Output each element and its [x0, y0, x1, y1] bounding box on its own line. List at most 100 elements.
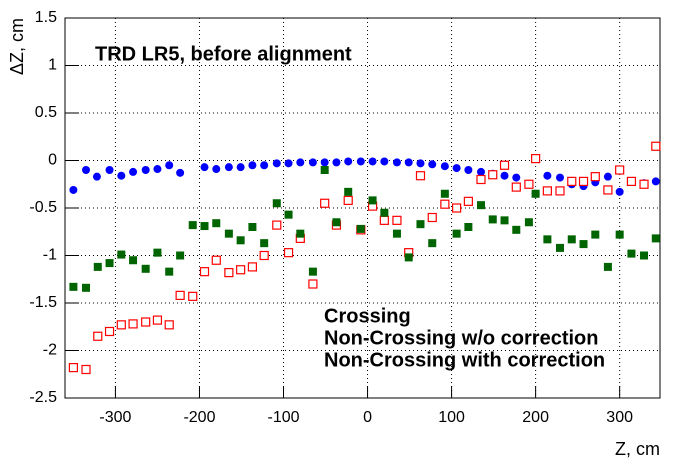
point: [452, 203, 462, 213]
point: [92, 172, 101, 181]
point: [82, 166, 91, 174]
point: [380, 208, 389, 217]
point: [555, 243, 564, 252]
point: [308, 158, 317, 167]
point: [626, 176, 637, 186]
y-tick-label: -2: [43, 342, 57, 359]
point: [452, 229, 461, 238]
point: [500, 171, 509, 180]
point: [651, 141, 661, 151]
point: [603, 185, 613, 195]
point: [415, 171, 426, 181]
point: [272, 159, 281, 168]
point: [141, 264, 150, 273]
point: [212, 165, 221, 174]
point: [567, 235, 576, 244]
point: [141, 166, 150, 174]
y-tick-label: 0: [48, 152, 57, 169]
point: [212, 219, 221, 228]
point: [511, 182, 521, 192]
point: [272, 220, 282, 230]
y-tick-label: -0.5: [29, 199, 57, 216]
point: [627, 249, 636, 258]
x-tick-label: -300: [99, 409, 131, 426]
point: [93, 331, 103, 341]
point: [404, 253, 413, 262]
point: [117, 171, 126, 180]
point: [116, 320, 126, 330]
point: [639, 179, 649, 189]
point: [165, 267, 174, 276]
point: [332, 158, 341, 167]
point: [129, 256, 138, 265]
point: [392, 158, 401, 167]
point: [590, 172, 600, 182]
point: [440, 199, 450, 209]
point: [488, 215, 497, 224]
point: [272, 199, 281, 208]
point: [211, 255, 221, 265]
point: [603, 262, 612, 271]
point: [283, 248, 294, 258]
point: [500, 216, 509, 225]
point: [188, 221, 197, 230]
x-tick-label: 200: [522, 409, 549, 426]
y-axis-label: ΔZ, cm: [7, 18, 27, 75]
point: [69, 185, 78, 194]
point: [93, 262, 102, 271]
point: [153, 165, 162, 174]
point: [464, 223, 473, 231]
point: [200, 222, 209, 231]
point: [578, 176, 589, 186]
point: [200, 163, 209, 172]
point: [320, 166, 329, 174]
point: [476, 167, 485, 176]
point: [615, 230, 624, 239]
point: [615, 165, 625, 175]
point: [236, 265, 246, 275]
x-tick-label: 100: [438, 409, 465, 426]
point: [176, 168, 185, 177]
x-tick-label: -200: [183, 409, 215, 426]
point: [247, 262, 258, 272]
point: [224, 268, 234, 278]
point: [416, 159, 425, 168]
point: [356, 157, 365, 166]
y-tick-label: 1.5: [35, 9, 57, 26]
point: [320, 198, 330, 208]
point: [224, 163, 233, 172]
point: [236, 236, 245, 245]
point: [488, 170, 498, 180]
point: [82, 283, 91, 292]
point: [555, 186, 565, 196]
point: [524, 179, 534, 189]
plot-frame: [64, 17, 661, 399]
point: [543, 235, 552, 244]
x-tick-label: 0: [363, 409, 372, 426]
point: [368, 196, 377, 205]
point: [428, 160, 437, 169]
point: [188, 291, 198, 301]
point: [542, 186, 552, 196]
y-tick-label: -1: [43, 247, 57, 264]
point: [284, 210, 293, 219]
point: [260, 161, 269, 170]
legend-entry: Non-Crossing with correction: [324, 349, 605, 371]
point: [68, 363, 79, 373]
y-tick-label: 0.5: [35, 104, 57, 121]
point: [579, 240, 588, 249]
point: [416, 220, 425, 229]
point: [640, 251, 649, 260]
point: [308, 267, 317, 276]
point: [105, 166, 114, 174]
point: [129, 167, 138, 176]
point: [651, 177, 660, 186]
point: [320, 158, 329, 167]
point: [531, 189, 540, 198]
point: [175, 290, 185, 300]
point: [567, 176, 577, 186]
point: [224, 229, 233, 238]
x-tick-label: -100: [267, 409, 299, 426]
point: [296, 158, 305, 167]
